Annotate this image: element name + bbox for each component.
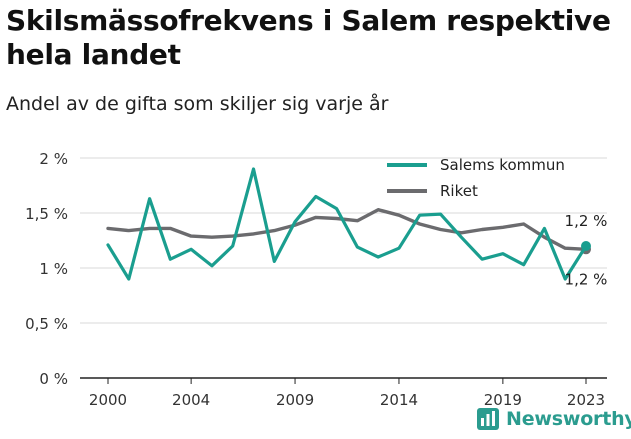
x-tick-label: 2014	[380, 391, 418, 409]
legend-label-salem: Salems kommun	[440, 156, 565, 174]
brand-name: Newsworthy	[506, 408, 631, 430]
end-point-salem	[581, 241, 591, 251]
y-tick-label: 0 %	[39, 370, 68, 388]
x-tick-label: 2019	[484, 391, 522, 409]
chart-title: Skilsmässofrekvens i Salem respektive he…	[6, 4, 611, 71]
y-tick-label: 0,5 %	[25, 315, 68, 333]
end-label-salem: 1,2 %	[565, 212, 608, 230]
x-tick-label: 2023	[567, 391, 605, 409]
y-tick-label: 2 %	[39, 150, 68, 168]
x-tick-label: 2009	[276, 391, 314, 409]
series-line-riket	[106, 207, 588, 252]
legend-label-riket: Riket	[440, 182, 478, 200]
end-label-riket: 1,2 %	[565, 270, 608, 288]
x-tick-label: 2000	[89, 391, 127, 409]
series-line-salem	[106, 167, 588, 281]
chart-subtitle: Andel av de gifta som skiljer sig varje …	[6, 93, 389, 115]
newsworthy-logo-icon	[477, 408, 499, 430]
x-tick-label: 2004	[172, 391, 210, 409]
y-tick-label: 1 %	[39, 260, 68, 278]
newsworthy-brand: Newsworthy	[476, 407, 631, 431]
y-tick-label: 1,5 %	[25, 205, 68, 223]
